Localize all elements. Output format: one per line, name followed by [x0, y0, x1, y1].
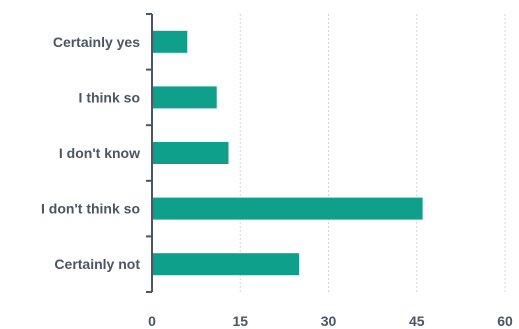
- category-label: Certainly not: [54, 256, 140, 272]
- category-label: I don't think so: [41, 201, 140, 217]
- x-tick-label: 60: [497, 313, 513, 329]
- bar-i-don-t-know: [153, 142, 229, 164]
- bar-certainly-not: [153, 253, 300, 276]
- bar-certainly-yes: [153, 30, 188, 53]
- y-axis: [146, 13, 153, 293]
- category-label: I don't know: [59, 145, 140, 161]
- bar-i-don-t-think-so: [153, 197, 423, 220]
- x-tick-label: 45: [409, 313, 425, 329]
- category-label: I think so: [79, 89, 140, 105]
- x-tick-label: 30: [321, 313, 337, 329]
- bars: [153, 30, 423, 276]
- x-tick-label: 0: [148, 313, 156, 329]
- x-tick-label: 15: [232, 313, 248, 329]
- category-labels: Certainly yes I think so I don't know I don…: [41, 34, 140, 272]
- grid-lines: [239, 14, 506, 292]
- x-tick-labels: 0 15 30 45 60: [148, 313, 513, 329]
- category-label: Certainly yes: [53, 34, 140, 50]
- bar-i-think-so: [153, 86, 217, 109]
